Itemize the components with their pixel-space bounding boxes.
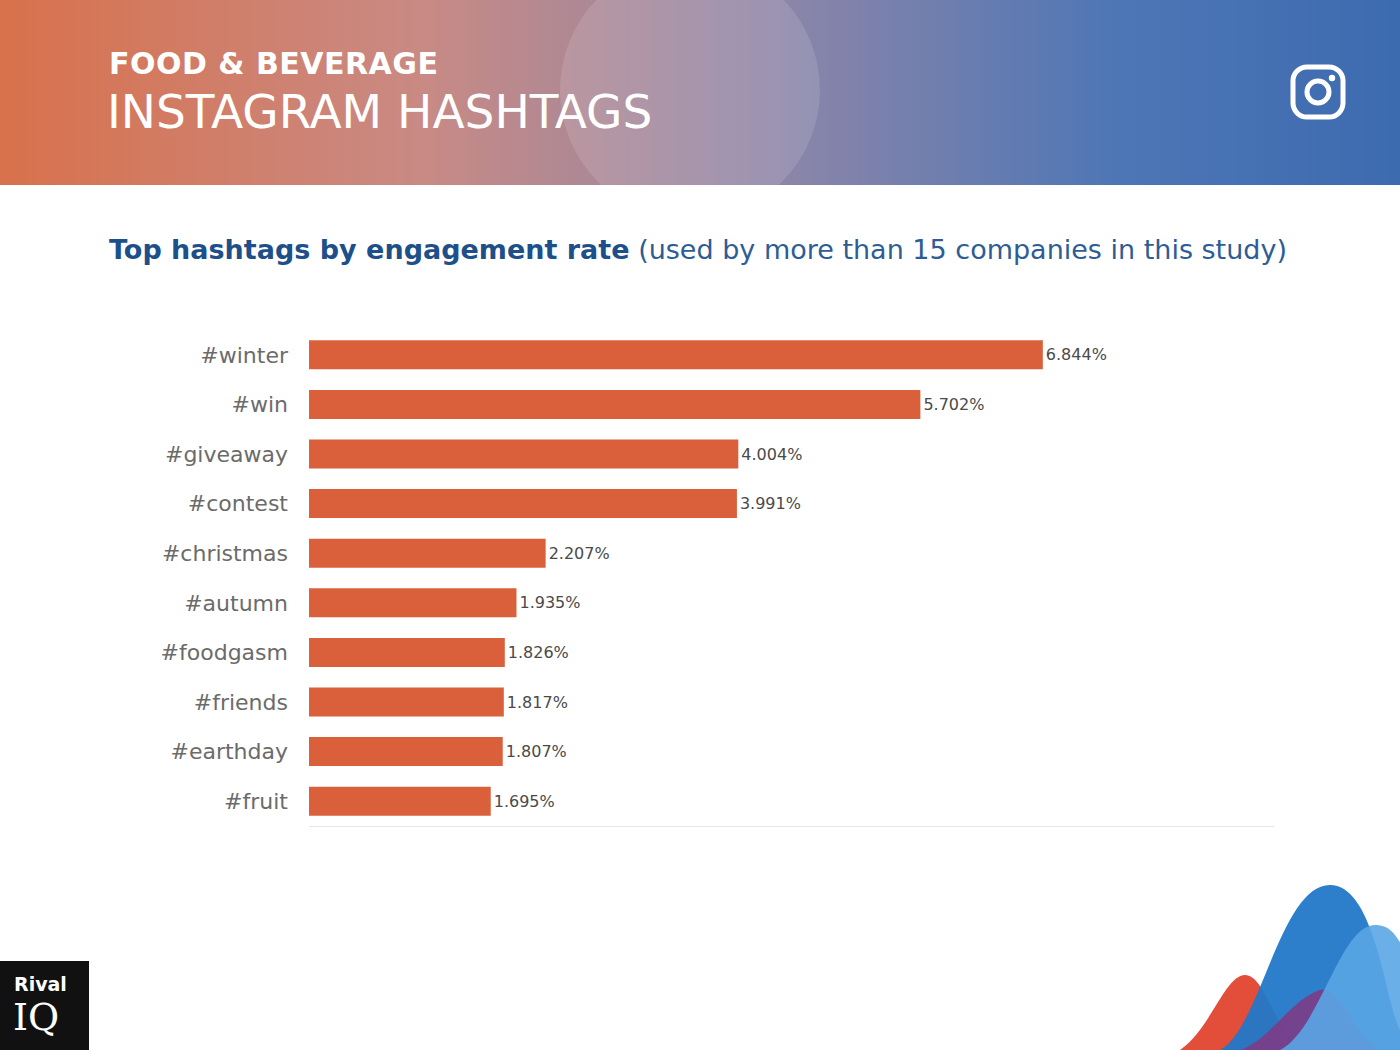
html-text:Rival: Rival	[14, 973, 67, 995]
svg-text:1.695%: 1.695%	[494, 792, 555, 811]
svg-text:#win: #win	[232, 392, 288, 417]
svg-text:#earthday: #earthday	[170, 739, 288, 764]
svg-text:1.826%: 1.826%	[508, 643, 569, 662]
svg-text:#autumn: #autumn	[184, 591, 288, 616]
html-text:Top hashtags by engagement rat: Top hashtags by engagement rate (used by…	[109, 234, 1287, 265]
svg-text:1.807%: 1.807%	[506, 742, 567, 761]
svg-text:3.991%: 3.991%	[740, 494, 801, 513]
svg-text:#christmas: #christmas	[162, 541, 288, 566]
html-text:IQ: IQ	[13, 995, 60, 1039]
svg-text:#winter: #winter	[200, 343, 289, 368]
svg-text:#foodgasm: #foodgasm	[161, 640, 288, 665]
svg-text:4.004%: 4.004%	[741, 445, 802, 464]
svg-text:2.207%: 2.207%	[549, 544, 610, 563]
html-text:FOOD & BEVERAGE: FOOD & BEVERAGE	[109, 46, 439, 81]
svg-text:1.817%: 1.817%	[507, 693, 568, 712]
svg-text:#friends: #friends	[194, 690, 288, 715]
svg-text:#fruit: #fruit	[224, 789, 288, 814]
svg-text:#giveaway: #giveaway	[165, 442, 288, 467]
html-text:INSTAGRAM HASHTAGS: INSTAGRAM HASHTAGS	[107, 84, 653, 139]
svg-text:1.935%: 1.935%	[519, 593, 580, 612]
svg-text:6.844%: 6.844%	[1046, 345, 1107, 364]
svg-text:5.702%: 5.702%	[923, 395, 984, 414]
svg-text:#contest: #contest	[188, 491, 289, 516]
